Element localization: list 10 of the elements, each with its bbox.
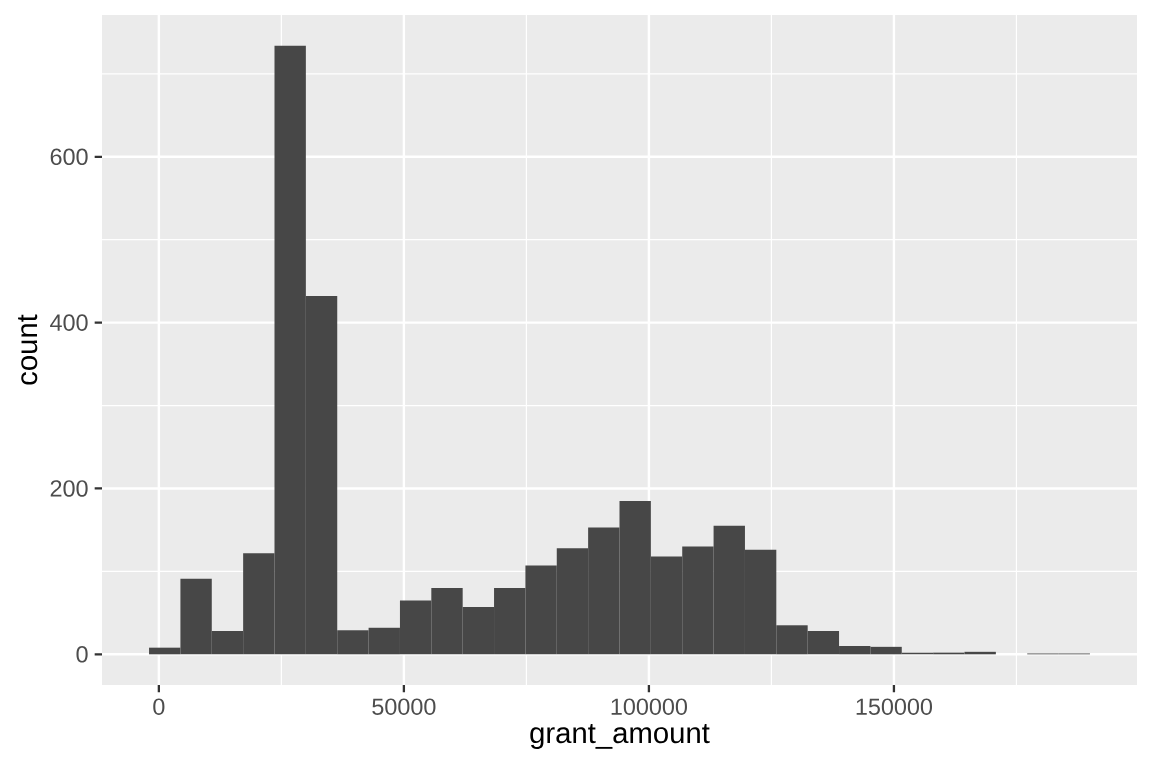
y-tick-label: 400 — [50, 314, 88, 331]
x-tick-label: 0 — [153, 698, 165, 715]
x-tick-label: 150000 — [856, 698, 933, 715]
y-tick-label: 200 — [50, 480, 88, 497]
y-tick-label: 0 — [76, 646, 88, 663]
x-tick-label: 50000 — [372, 698, 436, 715]
y-tick-label: 600 — [50, 148, 88, 166]
x-tick-label: 100000 — [611, 698, 687, 715]
x-axis-title: grant_amount — [530, 724, 710, 750]
y-axis-title: count — [18, 314, 38, 385]
